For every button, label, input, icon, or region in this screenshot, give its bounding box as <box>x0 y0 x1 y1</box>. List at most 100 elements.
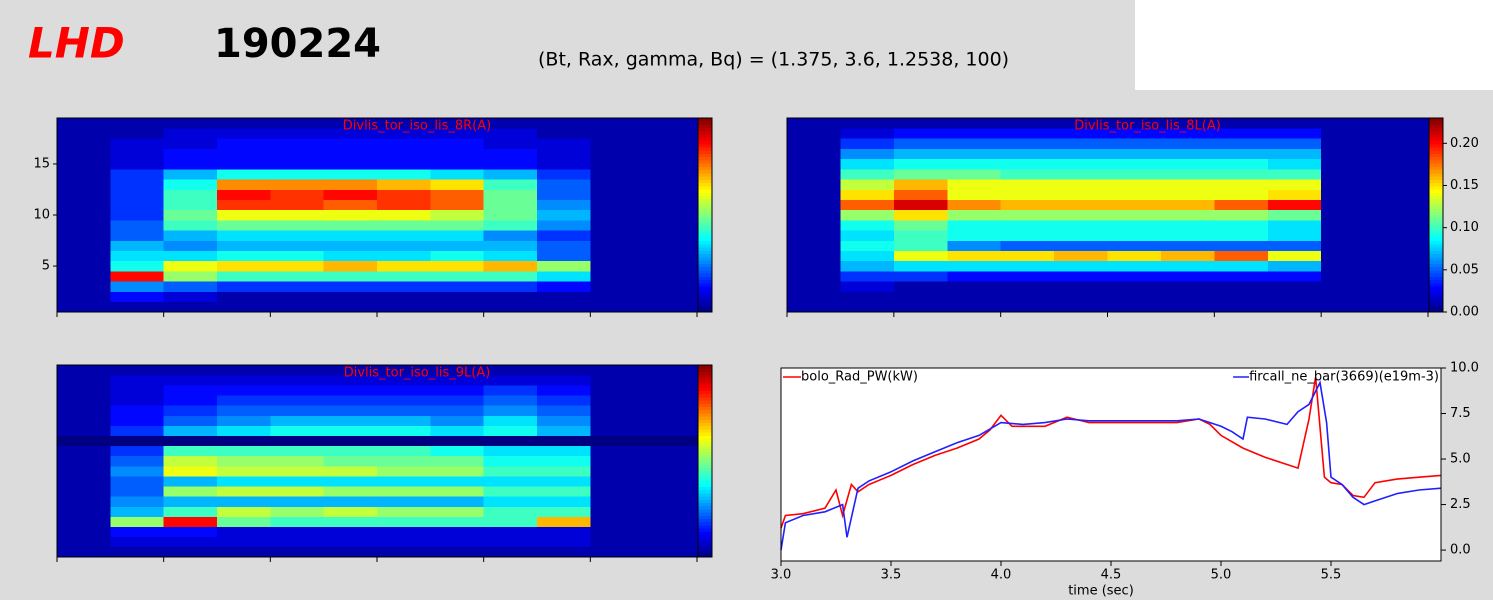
heatmap-cell <box>1267 271 1322 282</box>
heatmap-cell <box>57 291 111 303</box>
heatmap-cell <box>643 365 698 376</box>
heatmap-cell <box>1054 169 1108 180</box>
heatmap-cell <box>57 118 111 129</box>
heatmap-cell <box>1267 199 1322 211</box>
heatmap-cell <box>323 209 378 221</box>
heatmap-cell <box>1374 281 1429 292</box>
x-tick-label: 3.0 <box>771 568 792 583</box>
colorbar-step <box>698 227 712 232</box>
heatmap-cell <box>1054 179 1108 190</box>
heatmap-cell <box>787 158 841 170</box>
heatmap-cell <box>217 281 271 292</box>
heatmap-cell <box>590 128 644 139</box>
heatmap-cell <box>57 250 111 262</box>
heatmap-cell <box>110 405 164 416</box>
colorbar-step <box>698 118 712 122</box>
heatmap-cell <box>110 435 164 447</box>
y-tick-label: 5.0 <box>1450 452 1471 467</box>
heatmap-cell <box>323 128 378 139</box>
heatmap-cell <box>537 199 591 211</box>
heatmap-cell <box>840 148 895 160</box>
heatmap-cell <box>217 301 271 313</box>
heatmap-cell <box>1107 118 1162 129</box>
heatmap-cell <box>163 148 218 160</box>
heatmap-cell <box>110 189 164 200</box>
heatmap-cell <box>217 365 271 376</box>
heatmap-cell <box>537 546 591 558</box>
heatmap-cell <box>893 118 948 129</box>
heatmap-cell <box>483 516 538 527</box>
heatmap-cell <box>1321 118 1375 129</box>
heatmap-cell <box>1000 281 1055 292</box>
heatmap-cell <box>430 220 484 231</box>
heatmap-cell <box>217 158 271 170</box>
heatmap-cell <box>430 385 484 396</box>
heatmap-cell <box>110 271 164 282</box>
heatmap-cell <box>377 220 431 231</box>
heatmap-cell <box>1214 118 1269 129</box>
colorbar-step <box>1429 221 1443 226</box>
heatmap-cell <box>1321 281 1375 292</box>
colorbar-step <box>698 457 712 462</box>
heatmap-cell <box>110 516 164 527</box>
heatmap-cell <box>483 506 538 517</box>
colorbar-step <box>698 221 712 226</box>
heatmap-cell <box>217 425 271 437</box>
heatmap-cell <box>643 199 698 211</box>
colorbar-step <box>698 237 712 242</box>
heatmap-cell <box>323 260 378 272</box>
heatmap-cell <box>787 281 841 292</box>
heatmap-cell <box>217 455 271 467</box>
heatmap-cell <box>1374 128 1429 139</box>
heatmap-cell <box>483 260 538 272</box>
heatmap-cell <box>163 128 218 139</box>
heatmap-cell <box>787 291 841 303</box>
colorbar-step <box>698 525 712 529</box>
heatmap-cell <box>430 466 484 477</box>
heatmap-cell <box>893 291 948 303</box>
heatmap-cell <box>270 536 324 548</box>
heatmap-cell <box>590 526 644 538</box>
heatmap-cell <box>483 435 538 447</box>
colorbar-step <box>698 156 712 161</box>
heatmap-cell <box>163 240 218 252</box>
heatmap-cell <box>643 526 698 538</box>
heatmap-cell <box>643 435 698 447</box>
heatmap-cell <box>323 375 378 386</box>
heatmap-cell <box>430 516 484 527</box>
colorbar-step <box>698 143 712 148</box>
heatmap-cell <box>893 179 948 190</box>
heatmap-cell <box>483 486 538 497</box>
colorbar-step <box>698 266 712 271</box>
heatmap-cell <box>1054 158 1108 170</box>
heatmap-cell <box>377 189 431 200</box>
heatmap-cell <box>1054 199 1108 211</box>
heatmap-cell <box>537 138 591 149</box>
heatmap-cell <box>110 486 164 497</box>
heatmap-cell <box>377 466 431 477</box>
lab-name: LHD <box>28 19 125 68</box>
heatmap-cell <box>590 291 644 303</box>
heatmap-cell <box>270 546 324 558</box>
heatmap-cell <box>1321 138 1375 149</box>
heatmap-cell <box>1160 189 1215 200</box>
colorbar-step <box>1429 240 1443 245</box>
colorbar-step <box>698 163 712 167</box>
heatmap-cell <box>1214 220 1269 231</box>
colorbar-step <box>1429 273 1443 277</box>
heatmap-cell <box>1160 118 1215 129</box>
heatmap-cell <box>377 496 431 507</box>
heatmap-cell <box>270 260 324 272</box>
heatmap-cell <box>163 365 218 376</box>
heatmap-cell <box>270 250 324 262</box>
heatmap-cell <box>537 385 591 396</box>
colorbar-step <box>1429 118 1443 122</box>
heatmap-cell <box>110 209 164 221</box>
heatmap-cell <box>270 240 324 252</box>
colorbar-step <box>698 493 712 497</box>
heatmap-cell <box>590 240 644 252</box>
heatmap-cell <box>110 158 164 170</box>
colorbar-step <box>1429 127 1443 132</box>
heatmap-cell <box>947 128 1001 139</box>
heatmap-cell <box>270 466 324 477</box>
